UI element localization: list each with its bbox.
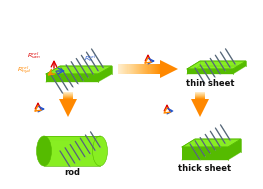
Polygon shape: [144, 64, 145, 74]
Polygon shape: [147, 64, 148, 74]
Polygon shape: [146, 64, 147, 74]
Polygon shape: [191, 99, 209, 117]
Polygon shape: [137, 64, 138, 74]
Polygon shape: [155, 64, 156, 74]
Polygon shape: [140, 64, 141, 74]
Polygon shape: [44, 139, 100, 140]
Polygon shape: [118, 64, 119, 74]
Polygon shape: [46, 66, 112, 74]
Polygon shape: [98, 66, 112, 82]
Polygon shape: [158, 64, 159, 74]
Polygon shape: [228, 139, 241, 160]
Text: $R^{rel}_{hyd}$: $R^{rel}_{hyd}$: [17, 65, 31, 77]
Polygon shape: [129, 64, 130, 74]
Polygon shape: [122, 64, 123, 74]
Polygon shape: [44, 136, 100, 137]
Polygon shape: [125, 64, 127, 74]
Ellipse shape: [37, 136, 52, 166]
Polygon shape: [141, 64, 142, 74]
Polygon shape: [136, 64, 137, 74]
Polygon shape: [46, 74, 98, 82]
Polygon shape: [128, 64, 129, 74]
Polygon shape: [182, 147, 228, 160]
Text: $R^{rel}_{\pi}$: $R^{rel}_{\pi}$: [84, 54, 96, 64]
Polygon shape: [44, 137, 100, 138]
Polygon shape: [119, 64, 120, 74]
Text: rod: rod: [64, 168, 80, 177]
Text: thick sheet: thick sheet: [178, 164, 231, 173]
Polygon shape: [143, 64, 144, 74]
Polygon shape: [156, 64, 157, 74]
Polygon shape: [149, 64, 150, 74]
Polygon shape: [127, 64, 128, 74]
Polygon shape: [44, 136, 100, 166]
Polygon shape: [154, 64, 155, 74]
Text: thin sheet: thin sheet: [186, 79, 234, 88]
Polygon shape: [148, 64, 149, 74]
Text: $R^{rel}_{van}$: $R^{rel}_{van}$: [27, 51, 41, 61]
Polygon shape: [151, 64, 153, 74]
Polygon shape: [120, 64, 121, 74]
Polygon shape: [131, 64, 132, 74]
Polygon shape: [233, 61, 246, 74]
Polygon shape: [145, 64, 146, 74]
Polygon shape: [182, 139, 241, 147]
Polygon shape: [157, 64, 158, 74]
Polygon shape: [121, 64, 122, 74]
Polygon shape: [187, 61, 246, 69]
Polygon shape: [139, 64, 140, 74]
Ellipse shape: [93, 136, 108, 166]
Polygon shape: [130, 64, 131, 74]
Polygon shape: [132, 64, 133, 74]
Polygon shape: [44, 138, 100, 139]
Polygon shape: [123, 64, 124, 74]
Polygon shape: [124, 64, 125, 74]
Polygon shape: [153, 64, 154, 74]
Polygon shape: [187, 69, 233, 74]
Polygon shape: [135, 64, 136, 74]
Polygon shape: [59, 99, 77, 117]
Polygon shape: [138, 64, 139, 74]
Polygon shape: [142, 64, 143, 74]
Polygon shape: [150, 64, 151, 74]
Polygon shape: [134, 64, 135, 74]
Polygon shape: [160, 60, 178, 78]
Polygon shape: [133, 64, 134, 74]
Polygon shape: [159, 64, 160, 74]
